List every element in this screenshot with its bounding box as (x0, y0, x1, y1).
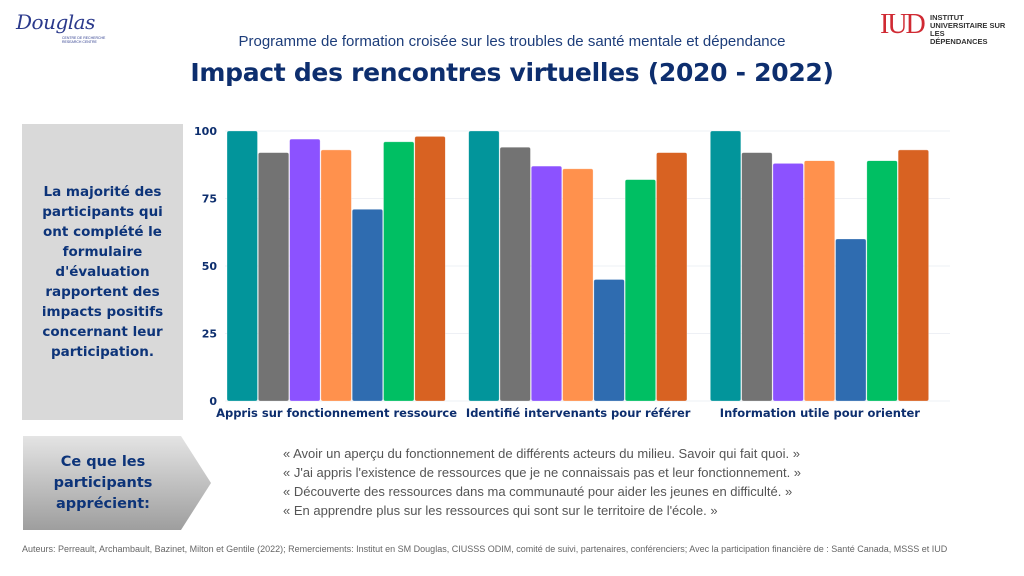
bar-5-1 (351, 209, 383, 402)
bar-1-1 (226, 130, 258, 402)
credits-footer: Auteurs: Perreault, Archambault, Bazinet… (22, 544, 948, 554)
bar-7-2 (656, 152, 688, 402)
bar-1-2 (468, 130, 500, 402)
bar-3-3 (772, 163, 804, 402)
bar-6-1 (383, 141, 415, 402)
bar-4-1 (320, 149, 352, 402)
y-tick-label: 50 (202, 260, 218, 273)
bar-3-2 (530, 165, 563, 402)
page-subtitle: Programme de formation croisée sur les t… (238, 33, 786, 50)
bar-7-1 (414, 136, 446, 402)
quote-item: « Découverte des ressources dans ma comm… (283, 484, 793, 499)
page-title: Impact des rencontres virtuelles (2020 -… (190, 58, 834, 87)
bar-6-3 (866, 160, 898, 402)
quote-item: « J'ai appris l'existence de ressources … (283, 465, 802, 480)
summary-text: La majorité des participants qui ont com… (41, 184, 164, 360)
x-category-label: Identifié intervenants pour référer (466, 406, 691, 420)
quotes-list: « Avoir un aperçu du fonctionnement de d… (283, 444, 801, 520)
bar-7-3 (897, 149, 929, 402)
appreciation-label: Ce que les participants apprécient: (53, 453, 153, 512)
y-tick-label: 0 (209, 395, 217, 408)
bar-2-1 (258, 152, 290, 402)
y-tick-label: 25 (202, 328, 217, 341)
summary-box: La majorité des participants qui ont com… (22, 124, 183, 420)
quote-item: « En apprendre plus sur les ressources q… (283, 503, 718, 518)
bar-1-3 (710, 130, 742, 402)
bar-5-2 (593, 279, 625, 402)
x-category-label: Information utile pour orienter (720, 406, 920, 420)
douglas-logo-name: Douglas (16, 10, 95, 34)
arrow-shape (23, 436, 211, 530)
bar-6-2 (624, 179, 656, 402)
y-tick-label: 75 (202, 193, 217, 206)
douglas-logo-subtitle: CENTRE DE RECHERCHE RESEARCH CENTRE (62, 36, 105, 44)
bar-5-3 (835, 238, 867, 402)
iud-line2: UNIVERSITAIRE SUR LES (930, 21, 1006, 38)
x-category-label: Appris sur fonctionnement ressource (216, 406, 457, 420)
bar-3-1 (289, 138, 321, 402)
douglas-sub-line2: RESEARCH CENTRE (62, 40, 97, 44)
bar-chart: 0 25 50 75 100 Appris sur fonctionnement ress… (194, 125, 950, 420)
quote-item: « Avoir un aperçu du fonctionnement de d… (283, 446, 800, 461)
y-tick-label: 100 (194, 125, 217, 138)
iud-line1: INSTITUT (930, 13, 964, 22)
bar-4-2 (562, 168, 594, 402)
bar-2-3 (741, 152, 773, 402)
douglas-sub-line1: CENTRE DE RECHERCHE (62, 36, 106, 40)
douglas-logo: Douglas CENTRE DE RECHERCHE RESEARCH CEN… (16, 10, 126, 50)
bar-2-2 (499, 146, 531, 402)
appreciation-arrow: Ce que les participants apprécient: (23, 436, 211, 530)
bar-4-3 (803, 160, 836, 402)
iud-line3: DÉPENDANCES (930, 37, 988, 46)
iud-logo-text: INSTITUT UNIVERSITAIRE SUR LES DÉPENDANC… (930, 14, 1020, 46)
iud-logo-mark: IUD (880, 9, 926, 40)
iud-logo: IUD INSTITUT UNIVERSITAIRE SUR LES DÉPEN… (880, 9, 1020, 46)
